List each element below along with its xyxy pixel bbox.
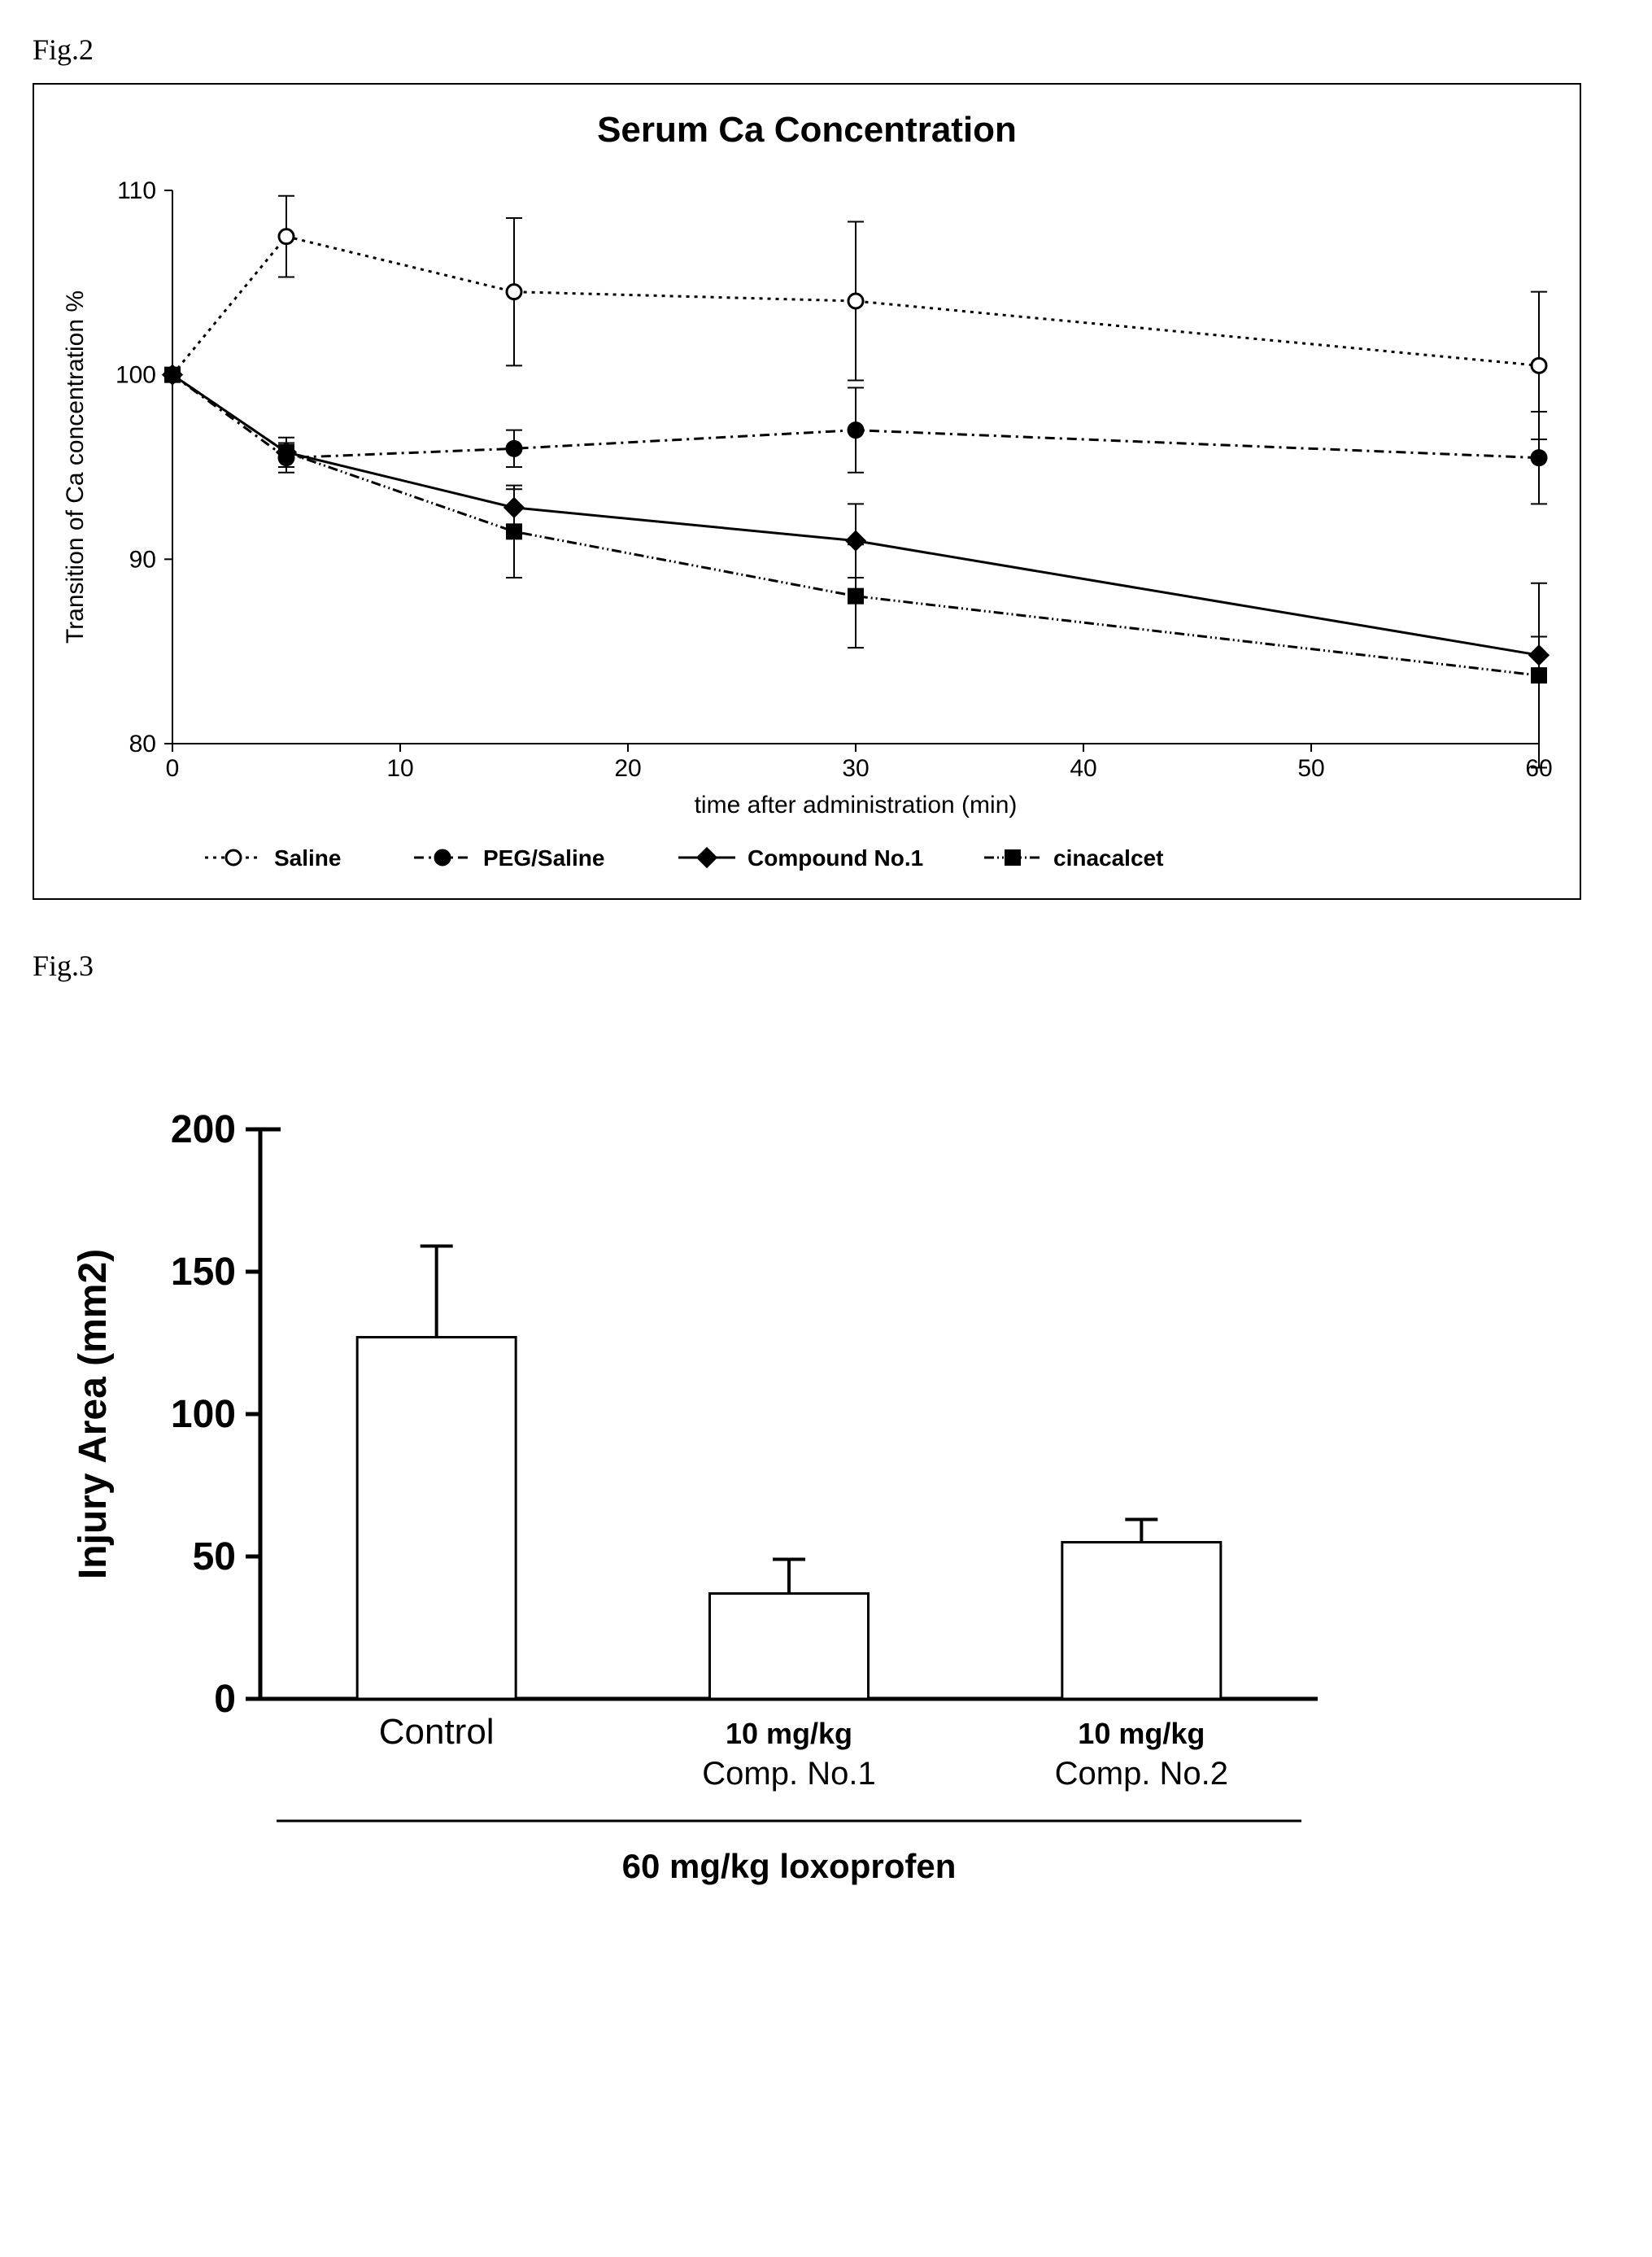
svg-text:Comp. No.1: Comp. No.1 bbox=[702, 1756, 875, 1792]
svg-text:100: 100 bbox=[171, 1393, 236, 1436]
svg-text:40: 40 bbox=[1070, 755, 1096, 782]
svg-text:PEG/Saline: PEG/Saline bbox=[483, 845, 604, 871]
svg-text:10 mg/kg: 10 mg/kg bbox=[1078, 1717, 1205, 1750]
svg-text:Serum Ca Concentration: Serum Ca Concentration bbox=[597, 110, 1017, 150]
svg-text:80: 80 bbox=[129, 731, 156, 757]
fig3-label: Fig.3 bbox=[33, 949, 1619, 983]
svg-text:time after administration (mi: time after administration (min) bbox=[695, 792, 1018, 819]
svg-text:50: 50 bbox=[193, 1535, 236, 1578]
svg-text:Injury Area (mm2): Injury Area (mm2) bbox=[72, 1249, 115, 1579]
svg-text:10 mg/kg: 10 mg/kg bbox=[726, 1717, 852, 1750]
svg-text:150: 150 bbox=[171, 1251, 236, 1294]
svg-text:Transition of Ca concentration: Transition of Ca concentration % bbox=[62, 290, 89, 644]
svg-text:60 mg/kg loxoprofen: 60 mg/kg loxoprofen bbox=[622, 1847, 957, 1885]
svg-text:10: 10 bbox=[386, 755, 413, 782]
svg-text:Compound No.1: Compound No.1 bbox=[748, 845, 923, 871]
svg-text:50: 50 bbox=[1297, 755, 1324, 782]
svg-text:200: 200 bbox=[171, 1108, 236, 1151]
svg-text:30: 30 bbox=[842, 755, 869, 782]
fig2-label: Fig.2 bbox=[33, 33, 1619, 67]
fig3-svg: 0 50 100 150 200 Injury Area (mm2) Control 10 m… bbox=[33, 1064, 1415, 1959]
fig2-chart: Serum Ca Concentration 80 90 100 110 0 10 20 30 4… bbox=[33, 83, 1581, 900]
svg-text:100: 100 bbox=[116, 362, 156, 389]
svg-text:0: 0 bbox=[166, 755, 180, 782]
fig3-chart: 0 50 100 150 200 Injury Area (mm2) Control 10 m… bbox=[33, 1064, 1415, 1959]
svg-text:Control: Control bbox=[379, 1712, 495, 1752]
svg-text:90: 90 bbox=[129, 546, 156, 573]
svg-text:cinacalcet: cinacalcet bbox=[1053, 845, 1163, 871]
fig2-svg: Serum Ca Concentration 80 90 100 110 0 10 20 30 4… bbox=[34, 85, 1580, 898]
svg-text:20: 20 bbox=[614, 755, 641, 782]
svg-text:Comp. No.2: Comp. No.2 bbox=[1055, 1756, 1228, 1792]
svg-text:Saline: Saline bbox=[274, 845, 341, 871]
svg-text:0: 0 bbox=[214, 1678, 236, 1721]
svg-text:110: 110 bbox=[117, 177, 156, 204]
